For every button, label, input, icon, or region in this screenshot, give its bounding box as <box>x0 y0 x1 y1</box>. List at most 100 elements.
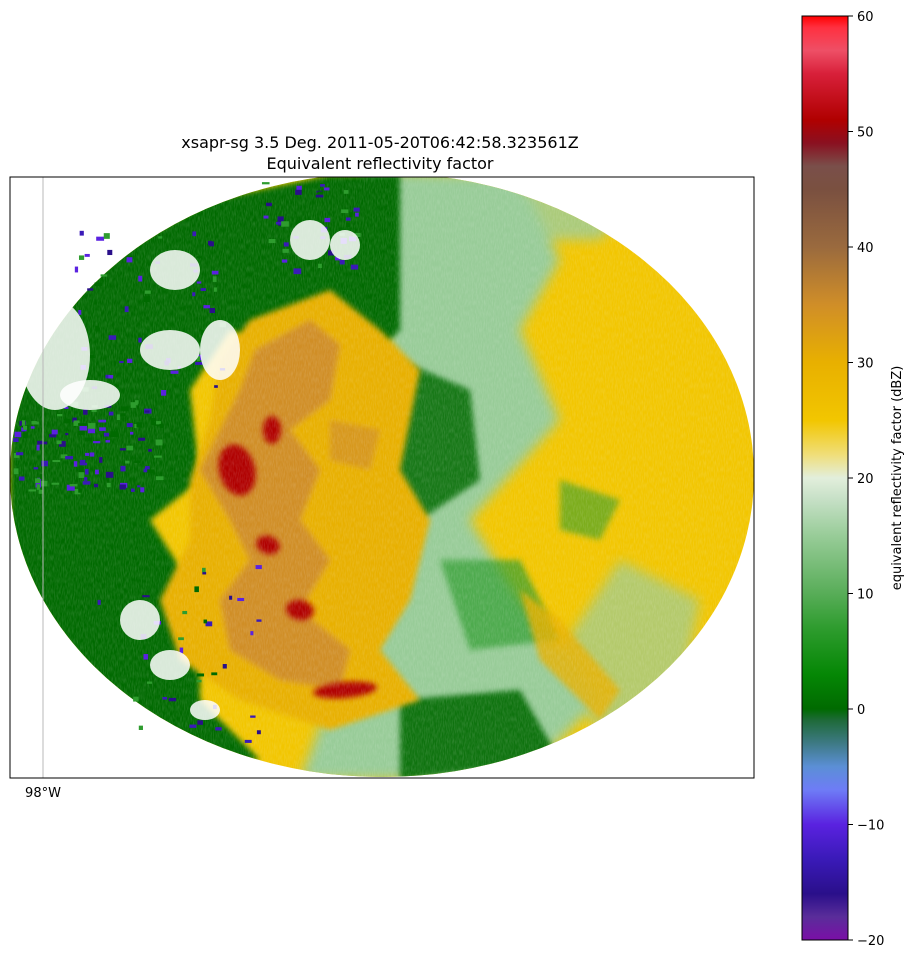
fringe-pixel <box>91 409 97 413</box>
fringe-pixel <box>203 619 207 624</box>
fringe-pixel <box>320 184 325 187</box>
fringe-pixel <box>60 454 68 459</box>
fringe-pixel <box>296 219 302 225</box>
fringe-pixel <box>170 370 179 374</box>
fringe-pixel <box>21 420 26 426</box>
fringe-pixel <box>95 325 99 332</box>
fringe-pixel <box>84 437 93 442</box>
fringe-pixel <box>266 202 272 207</box>
fringe-pixel <box>79 459 86 465</box>
fringe-pixel <box>324 217 331 223</box>
fringe-pixel <box>250 715 256 718</box>
fringe-pixel <box>126 423 133 428</box>
fringe-pixel <box>130 402 138 406</box>
fringe-pixel <box>33 467 39 470</box>
fringe-pixel <box>121 406 129 411</box>
fringe-pixel <box>83 409 88 415</box>
fringe-pixel <box>151 420 155 425</box>
colorbar-tick-label: −10 <box>857 819 884 834</box>
fringe-pixel <box>82 481 91 485</box>
fringe-pixel <box>283 242 289 247</box>
fringe-pixel <box>189 724 197 728</box>
fringe-pixel <box>84 468 89 475</box>
fringe-pixel <box>197 720 203 725</box>
fringe-pixel <box>222 664 227 669</box>
fringe-pixel <box>268 239 276 244</box>
fringe-pixel <box>202 567 206 573</box>
fringe-pixel <box>196 673 205 677</box>
no-echo-gap <box>60 380 120 410</box>
fringe-pixel <box>87 288 94 291</box>
fringe-pixel <box>179 647 184 654</box>
fringe-pixel <box>136 422 143 428</box>
fringe-pixel <box>119 448 126 451</box>
fringe-pixel <box>58 441 66 447</box>
fringe-pixel <box>256 730 261 735</box>
fringe-pixel <box>41 480 48 487</box>
fringe-pixel <box>138 437 146 441</box>
fringe-pixel <box>99 427 106 431</box>
fringe-pixel <box>147 681 153 684</box>
fringe-pixel <box>348 212 353 217</box>
fringe-pixel <box>97 599 101 605</box>
fringe-pixel <box>74 488 81 495</box>
fringe-pixel <box>78 423 87 426</box>
fringe-pixel <box>138 725 143 730</box>
fringe-pixel <box>196 356 201 362</box>
fringe-pixel <box>155 476 164 481</box>
fringe-pixel <box>34 478 41 484</box>
colorbar-label: equivalent reflectivity factor (dBZ) <box>890 366 905 591</box>
fringe-pixel <box>328 250 334 256</box>
fringe-pixel <box>72 417 77 423</box>
fringe-pixel <box>148 448 152 452</box>
fringe-pixel <box>79 462 88 466</box>
plot-area <box>10 177 754 778</box>
fringe-pixel <box>212 276 217 282</box>
colorbar-bar <box>801 15 849 941</box>
fringe-pixel <box>343 190 349 194</box>
fringe-pixel <box>211 270 219 275</box>
fringe-pixel <box>105 440 110 443</box>
fringe-pixel <box>30 426 35 429</box>
fringe-pixel <box>353 207 360 212</box>
chart-title-line2: Equivalent reflectivity factor <box>266 154 493 173</box>
colorbar-tick-label: 30 <box>857 357 874 372</box>
fringe-pixel <box>119 484 126 490</box>
fringe-pixel <box>69 484 78 487</box>
chart-title-line1: xsapr-sg 3.5 Deg. 2011-05-20T06:42:58.32… <box>181 133 578 152</box>
fringe-pixel <box>106 482 111 488</box>
fringe-pixel <box>296 185 302 190</box>
fringe-pixel <box>87 427 96 434</box>
fringe-pixel <box>100 274 108 277</box>
fringe-pixel <box>93 441 101 444</box>
radar-sweep <box>10 177 754 777</box>
fringe-pixel <box>40 474 44 480</box>
colorbar: 60 50 40 30 20 10 0 −10 −20 equivalent reflectiv… <box>801 10 905 949</box>
fringe-pixel <box>143 654 149 660</box>
fringe-pixel <box>85 452 90 456</box>
fringe-pixel <box>130 488 135 492</box>
fringe-pixel <box>105 471 114 478</box>
fringe-pixel <box>65 433 69 436</box>
fringe-pixel <box>129 431 134 435</box>
fringe-pixel <box>51 429 58 435</box>
field-no-echo-gaps <box>20 220 360 720</box>
fringe-pixel <box>341 209 349 214</box>
fringe-pixel <box>159 423 163 429</box>
fringe-pixel <box>13 468 19 475</box>
fringe-pixel <box>56 440 62 445</box>
fringe-pixel <box>108 411 114 416</box>
colorbar-tick-label: 0 <box>857 703 865 718</box>
fringe-pixel <box>57 413 63 417</box>
colorbar-tick-label: 40 <box>857 241 874 256</box>
fringe-pixel <box>32 421 39 425</box>
fringe-pixel <box>214 385 218 388</box>
fringe-pixel <box>96 236 105 241</box>
fringe-pixel <box>162 697 168 700</box>
fringe-pixel <box>74 266 79 273</box>
fringe-pixel <box>147 469 155 474</box>
fringe-pixel <box>275 221 283 225</box>
fringe-pixel <box>23 425 28 430</box>
colorbar-ticks: 60 50 40 30 20 10 0 −10 −20 <box>848 10 884 949</box>
colorbar-tick-label: 50 <box>857 126 874 141</box>
